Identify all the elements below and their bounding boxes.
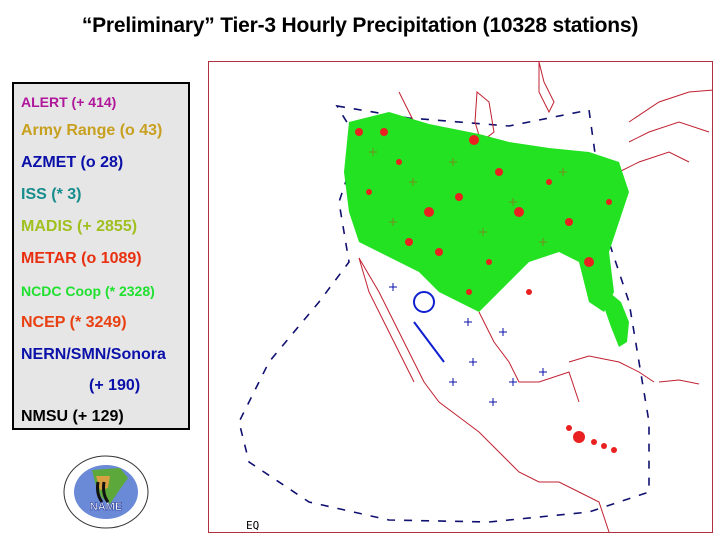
legend-item-nern: NERN/SMN/Sonora — [21, 346, 166, 363]
legend-item-alert: ALERT (+ 414) — [21, 94, 117, 110]
legend-item-madis: MADIS (+ 2855) — [21, 218, 138, 235]
page-title: “Preliminary” Tier-3 Hourly Precipitatio… — [81, 14, 639, 37]
equator-label: EQ — [246, 519, 260, 532]
nern-stations — [413, 291, 445, 363]
station-legend: ALERT (+ 414) Army Range (o 43) AZMET (o… — [12, 82, 190, 430]
domain-boundary — [238, 104, 650, 523]
logo-text: NAME — [90, 501, 122, 513]
legend-item-ncep: NCEP (* 3249) — [21, 314, 127, 331]
legend-item-nmsu: NMSU (+ 129) — [21, 408, 124, 425]
name-logo: NAME — [62, 452, 150, 532]
legend-item-ncdc-coop: NCDC Coop (* 2328) — [21, 283, 155, 299]
legend-item-iss: ISS (* 3) — [21, 186, 82, 203]
map-canvas — [238, 62, 712, 532]
mexico-coastline — [358, 257, 610, 532]
ncep-stations — [566, 425, 617, 453]
madis-stations — [369, 148, 567, 246]
legend-item-azmet: AZMET (o 28) — [21, 154, 124, 171]
station-map: EQ — [208, 61, 713, 533]
usa-station-cluster — [344, 112, 629, 312]
legend-item-army-range: Army Range (o 43) — [21, 122, 163, 139]
metar-stations — [355, 128, 612, 295]
legend-item-metar: METAR (o 1089) — [21, 250, 142, 267]
legend-item-nern-count: (+ 190) — [89, 377, 141, 394]
